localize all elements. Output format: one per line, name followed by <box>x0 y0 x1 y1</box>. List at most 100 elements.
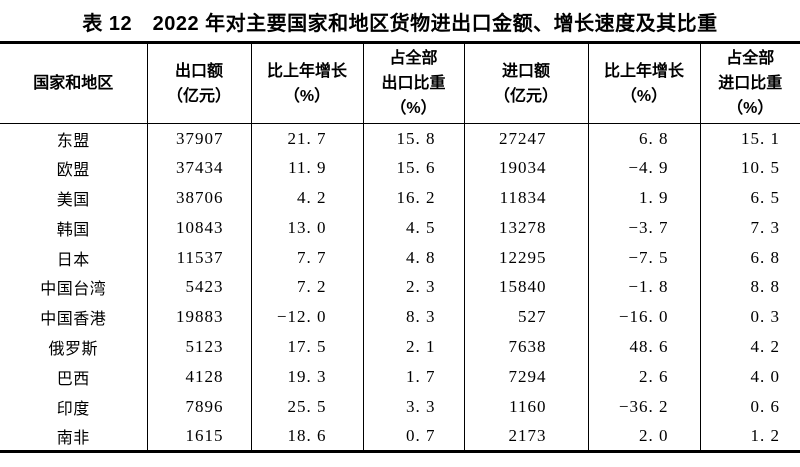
value-cell-import_growth: 1. 9 <box>587 183 700 213</box>
header-line: （亿元） <box>166 87 231 105</box>
value-cell-import_value: 19034 <box>463 153 588 184</box>
header-line: （亿元） <box>493 87 558 105</box>
value-cell-import_growth: 2. 0 <box>587 421 700 452</box>
value-cell-export_value: 37907 <box>146 123 251 154</box>
value-cell-export_share: 4. 5 <box>362 212 464 243</box>
table-row: 韩国 10843 13. 0 4. 5 13278 −3. 7 7. 3 <box>0 212 800 243</box>
value-cell-import_growth: −36. 2 <box>587 391 700 422</box>
value-cell-export_value: 5123 <box>146 332 251 362</box>
value-cell-export_share: 16. 2 <box>362 183 464 213</box>
value-cell-export_value: 37434 <box>146 153 251 184</box>
header-line: （%） <box>390 100 437 117</box>
value-cell-export_value: 11537 <box>146 242 251 273</box>
value-cell-export_value: 1615 <box>146 421 251 452</box>
header-cell-import_share: 占全部进口比重 （%） <box>699 42 800 124</box>
value-cell-export_share: 3. 3 <box>362 391 464 422</box>
value-cell-import_growth: −4. 9 <box>587 153 700 184</box>
value-cell-export_growth: 17. 5 <box>250 332 363 362</box>
value-cell-import_growth: −1. 8 <box>587 272 700 303</box>
value-cell-export_value: 19883 <box>146 302 251 333</box>
value-cell-import_growth: 2. 6 <box>587 361 700 392</box>
header-cell-export_share: 占全部出口比重 （%） <box>362 42 464 124</box>
value-cell-export_share: 2. 1 <box>362 332 464 362</box>
region-cell: 中国香港 <box>40 311 107 329</box>
header-line: 比上年增长 <box>603 62 684 80</box>
table-row: 南非 1615 18. 6 0. 7 2173 2. 0 1. 2 <box>0 421 800 452</box>
value-cell-export_share: 15. 8 <box>362 123 464 154</box>
value-cell-export_growth: 4. 2 <box>250 183 363 213</box>
table-body: 东盟 37907 21. 7 15. 8 27247 6. 8 15. 1 欧盟 37434 11… <box>0 123 800 452</box>
value-cell-import_value: 1160 <box>463 391 588 422</box>
value-cell-import_value: 13278 <box>463 212 588 243</box>
table-row: 美国 38706 4. 2 16. 2 11834 1. 9 6. 5 <box>0 183 800 213</box>
region-cell: 韩国 <box>56 221 90 239</box>
value-cell-export_value: 4128 <box>146 361 251 392</box>
region-cell: 巴西 <box>56 370 90 388</box>
region-cell: 日本 <box>56 251 90 269</box>
value-cell-export_growth: 21. 7 <box>250 123 363 154</box>
header-cell-region: 国家和地区 <box>0 42 147 124</box>
region-cell: 印度 <box>56 400 90 418</box>
table-header: 国家和地区 出口额 （亿元） 比上年增长 （%） 占全部 出口比重 （%） 进口额 （亿元） 比上年… <box>0 42 800 124</box>
value-cell-import_share: 6. 8 <box>699 242 800 273</box>
header-cell-import_value: 进口额 （亿元） <box>463 42 588 124</box>
table-row: 巴西 4128 19. 3 1. 7 7294 2. 6 4. 0 <box>0 361 800 392</box>
header-cell-import_growth: 比上年增长 （%） <box>587 42 700 124</box>
header-row: 国家和地区 出口额 （亿元） 比上年增长 （%） 占全部 出口比重 （%） 进口额 （亿元） 比上年… <box>0 42 800 124</box>
header-cell-export_growth: 比上年增长 （%） <box>250 42 363 124</box>
table-row: 欧盟 37434 11. 9 15. 6 19034 −4. 9 10. 5 <box>0 153 800 184</box>
value-cell-import_share: 0. 6 <box>699 391 800 422</box>
value-cell-export_growth: 11. 9 <box>250 153 363 184</box>
value-cell-import_growth: 48. 6 <box>587 332 700 362</box>
value-cell-import_value: 27247 <box>463 123 588 154</box>
value-cell-import_value: 2173 <box>463 421 588 452</box>
region-cell: 东盟 <box>56 132 90 150</box>
value-cell-export_growth: −12. 0 <box>250 302 363 333</box>
header-line: 占全部 <box>726 50 775 67</box>
value-cell-export_value: 38706 <box>146 183 251 213</box>
header-line: （%） <box>283 87 331 105</box>
value-cell-import_growth: −16. 0 <box>587 302 700 333</box>
value-cell-export_share: 1. 7 <box>362 361 464 392</box>
value-cell-export_growth: 18. 6 <box>250 421 363 452</box>
value-cell-import_growth: 6. 8 <box>587 123 700 154</box>
header-cell-export_value: 出口额 （亿元） <box>146 42 251 124</box>
value-cell-import_share: 7. 3 <box>699 212 800 243</box>
table-row: 俄罗斯 5123 17. 5 2. 1 7638 48. 6 4. 2 <box>0 332 800 362</box>
header-line: 国家和地区 <box>33 75 114 92</box>
value-cell-export_value: 10843 <box>146 212 251 243</box>
value-cell-export_share: 0. 7 <box>362 421 464 452</box>
value-cell-import_share: 6. 5 <box>699 183 800 213</box>
value-cell-import_value: 7638 <box>463 332 588 362</box>
header-line: 进口额 <box>501 62 550 80</box>
value-cell-export_value: 5423 <box>146 272 251 303</box>
region-cell: 俄罗斯 <box>48 340 98 358</box>
table-row: 印度 7896 25. 5 3. 3 1160 −36. 2 0. 6 <box>0 391 800 422</box>
region-cell: 中国台湾 <box>40 281 107 299</box>
value-cell-import_share: 8. 8 <box>699 272 800 303</box>
value-cell-import_share: 4. 0 <box>699 361 800 392</box>
value-cell-import_value: 11834 <box>463 183 588 213</box>
value-cell-export_growth: 19. 3 <box>250 361 363 392</box>
header-line: 出口比重 <box>381 75 446 92</box>
value-cell-import_value: 7294 <box>463 361 588 392</box>
table-title: 表 12 2022 年对主要国家和地区货物进出口金额、增长速度及其比重 <box>82 13 718 35</box>
value-cell-export_share: 15. 6 <box>362 153 464 184</box>
header-line: （%） <box>727 100 774 117</box>
header-line: 出口额 <box>174 62 223 80</box>
value-cell-export_share: 4. 8 <box>362 242 464 273</box>
table-row: 中国台湾 5423 7. 2 2. 3 15840 −1. 8 8. 8 <box>0 272 800 303</box>
value-cell-export_growth: 7. 7 <box>250 242 363 273</box>
header-line: 占全部 <box>389 50 438 67</box>
region-cell: 欧盟 <box>56 162 90 180</box>
value-cell-import_share: 1. 2 <box>699 421 800 452</box>
value-cell-import_value: 15840 <box>463 272 588 303</box>
table-row: 中国香港 19883 −12. 0 8. 3 527 −16. 0 0. 3 <box>0 302 800 333</box>
value-cell-import_share: 10. 5 <box>699 153 800 184</box>
header-line: 进口比重 <box>718 75 783 92</box>
value-cell-import_value: 12295 <box>463 242 588 273</box>
value-cell-export_growth: 13. 0 <box>250 212 363 243</box>
value-cell-import_share: 4. 2 <box>699 332 800 362</box>
value-cell-import_growth: −3. 7 <box>587 212 700 243</box>
